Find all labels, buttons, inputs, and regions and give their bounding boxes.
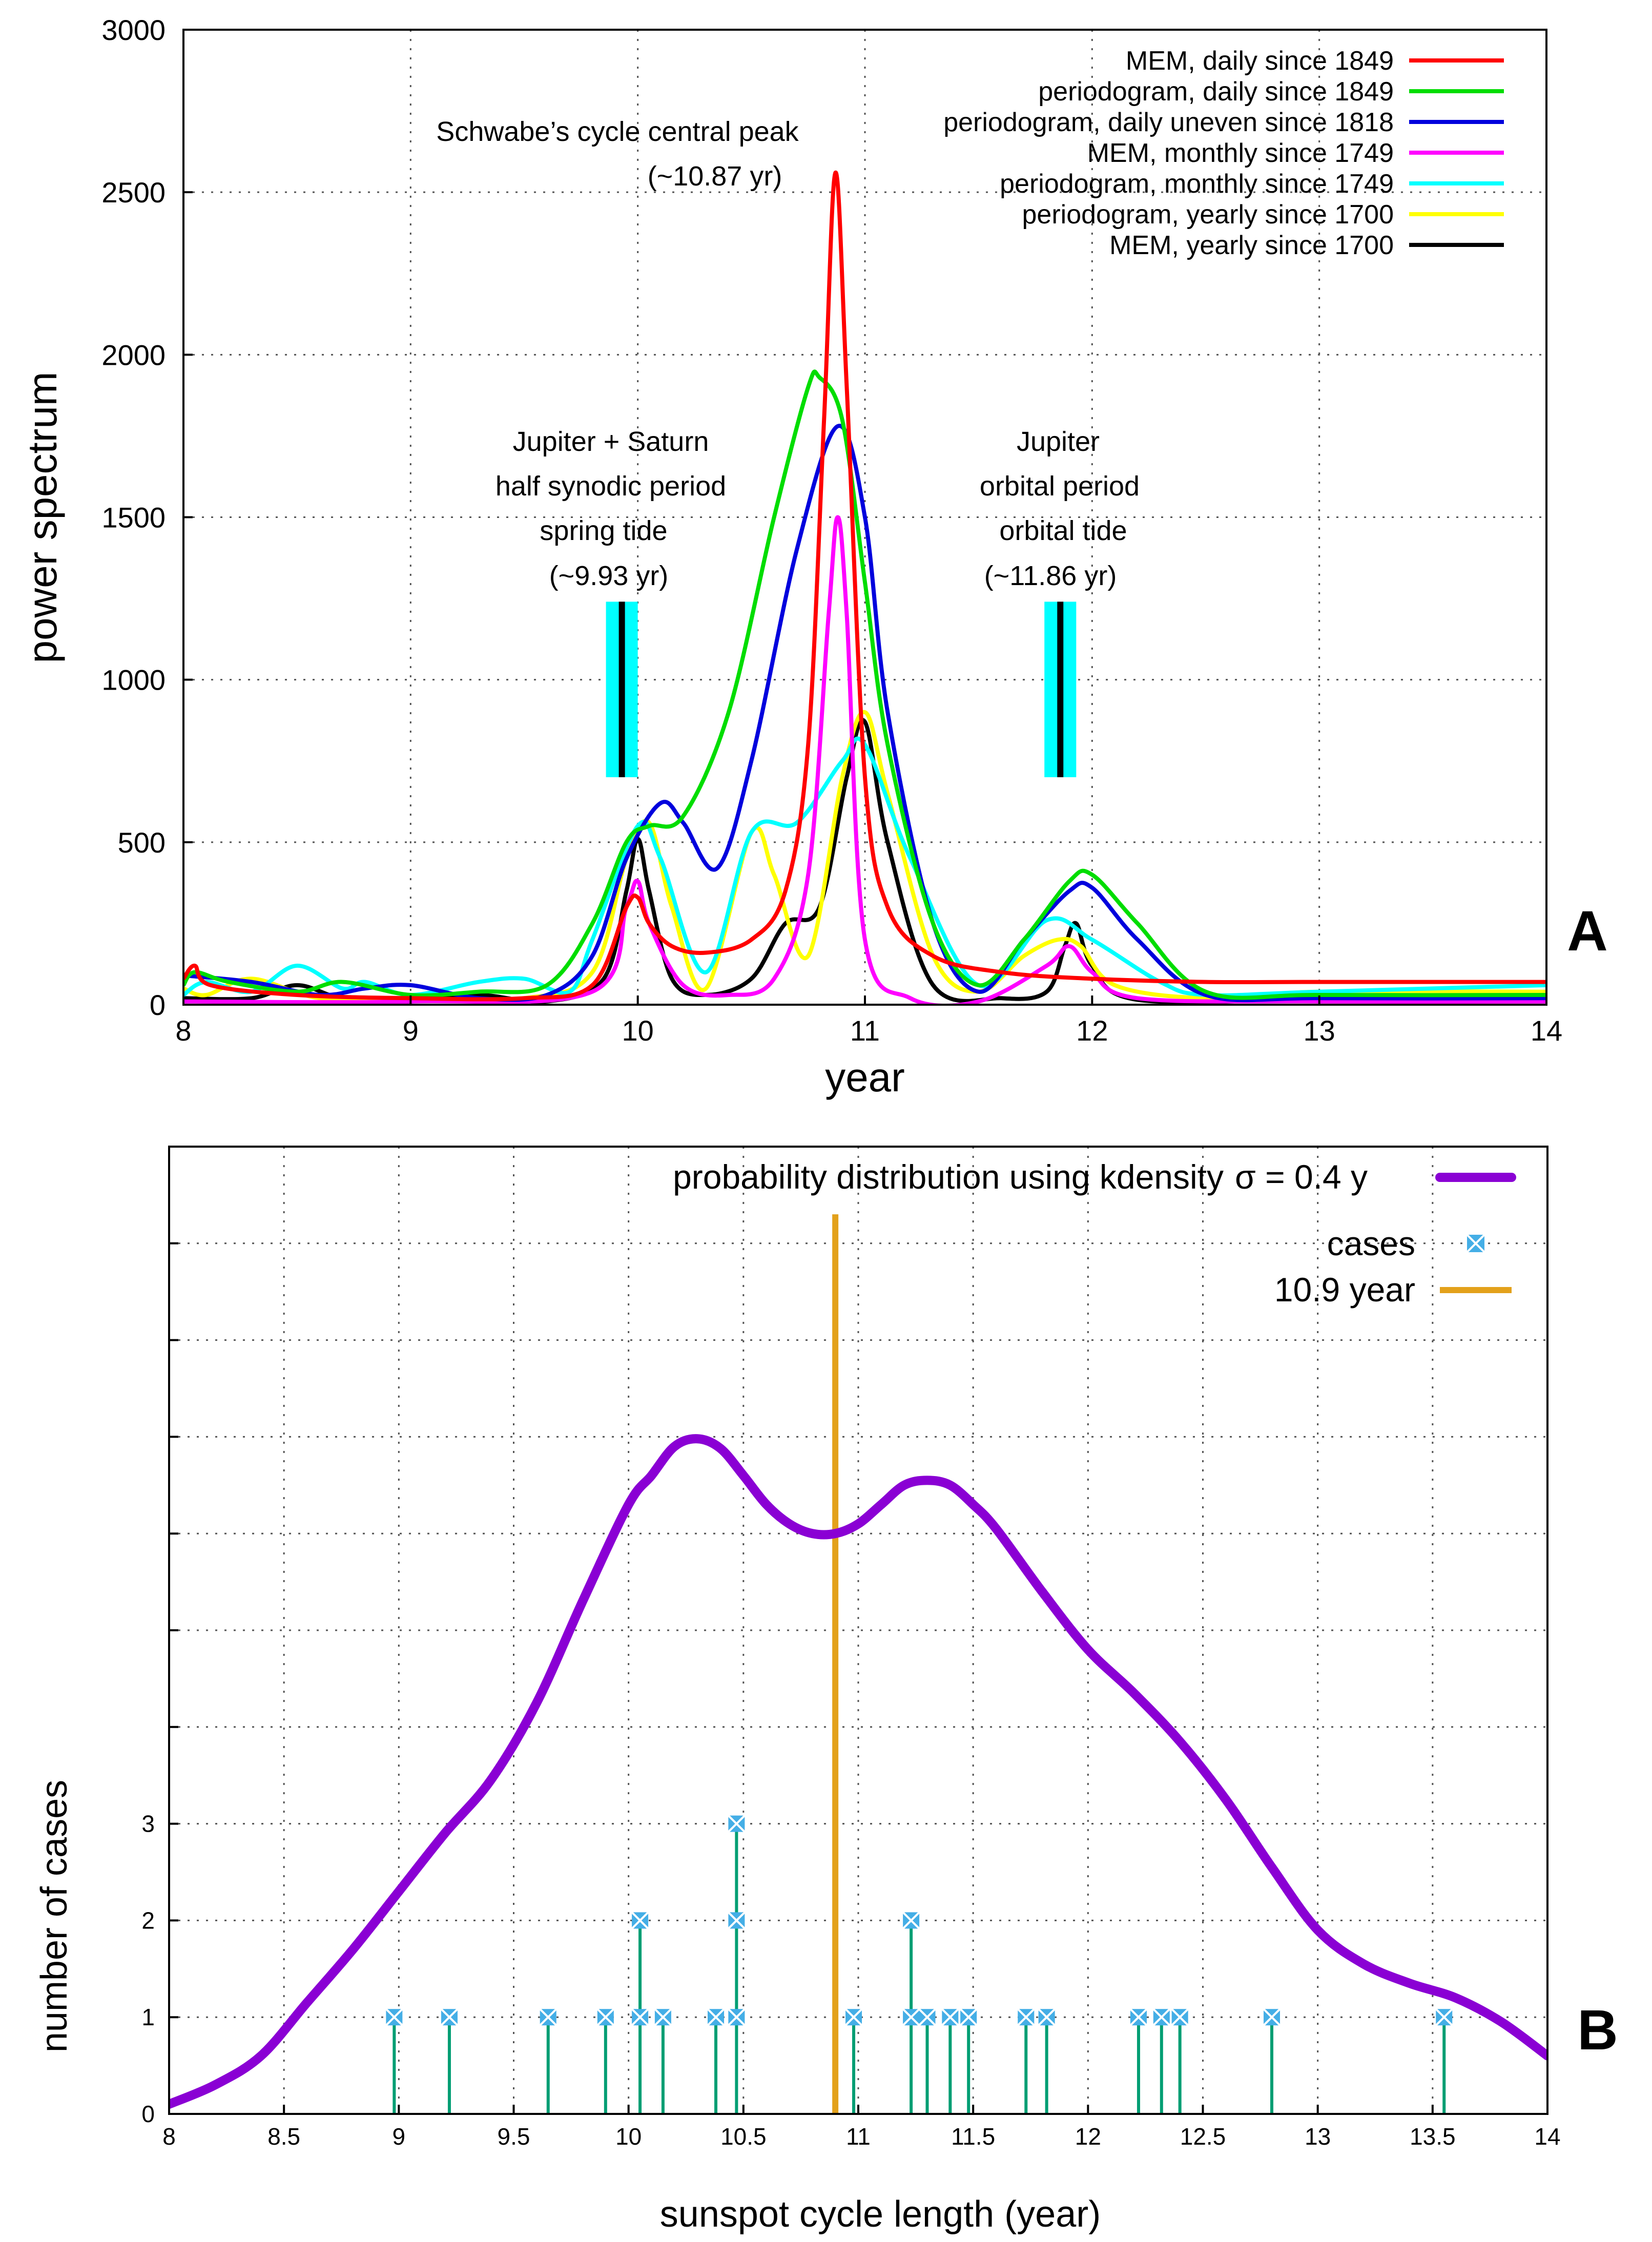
jupiter-annotation-line-1: Jupiter <box>1017 426 1100 457</box>
case-point <box>918 2008 936 2026</box>
legend-a-label-5: periodogram, yearly since 1700 <box>1022 200 1394 230</box>
saturn-annotation-line-2: half synodic period <box>495 471 726 502</box>
jupiter-annotation-line-3: orbital tide <box>999 515 1127 546</box>
panel-b-y-tick-label: 1 <box>141 2004 155 2030</box>
case-point <box>1017 2008 1035 2026</box>
panel-b-x-tick-label: 13.5 <box>1410 2123 1456 2150</box>
panel-b-x-tick-label: 10.5 <box>720 2123 767 2150</box>
legend-b-cases-swatch <box>1466 1234 1485 1253</box>
legend-b-sigma-label: σ = 0.4 y <box>1235 1158 1368 1196</box>
case-point <box>654 2008 672 2026</box>
panel-a-legend: MEM, daily since 1849 periodogram, daily… <box>943 46 1504 260</box>
panel-b-x-tick-label: 8.5 <box>267 2123 300 2150</box>
panel-b-y-tick-label: 0 <box>141 2101 155 2127</box>
panel-b-x-tick-label: 9.5 <box>498 2123 530 2150</box>
case-point <box>727 1911 746 1929</box>
panel-a-x-tick-label: 11 <box>850 1014 880 1047</box>
panel-a-y-tick-label: 1000 <box>101 664 166 696</box>
panel-a-x-tick-label: 10 <box>622 1014 654 1047</box>
panel-a-power-spectrum-chart: 8 9 10 11 12 13 14 0 500 1000 1500 2000 2500 3000 yea… <box>19 14 1608 1100</box>
panel-a-y-tick-label: 1500 <box>101 502 166 534</box>
case-point <box>596 2008 615 2026</box>
legend-a-label-3: MEM, monthly since 1749 <box>1087 138 1394 168</box>
panel-a-y-tick-label: 2000 <box>101 339 166 371</box>
case-point <box>902 2008 920 2026</box>
case-point <box>631 2008 649 2026</box>
panel-b-legend: probability distribution using kdensity … <box>673 1158 1516 1309</box>
case-point <box>1038 2008 1056 2026</box>
saturn-annotation-line-4: (~9.93 yr) <box>549 560 669 591</box>
legend-a-label-2: periodogram, daily uneven since 1818 <box>943 108 1394 137</box>
case-point <box>1263 2008 1281 2026</box>
panel-b-x-tick-label: 14 <box>1534 2123 1560 2150</box>
panel-a-y-tick-label: 2500 <box>101 176 166 209</box>
panel-b-plot-elements <box>169 1214 1547 2114</box>
panel-b-y-tick-label: 3 <box>141 1811 155 1837</box>
panel-b-x-tick-label: 13 <box>1305 2123 1331 2150</box>
legend-a-label-6: MEM, yearly since 1700 <box>1109 231 1394 260</box>
panel-a-y-axis-label: power spectrum <box>19 371 65 663</box>
case-point <box>941 2008 959 2026</box>
panel-b-x-axis-label: sunspot cycle length (year) <box>660 2194 1101 2235</box>
panel-a-x-tick-label: 9 <box>403 1014 419 1047</box>
case-point <box>727 1815 746 1833</box>
panel-b-x-tick-label: 12 <box>1075 2123 1101 2150</box>
case-point <box>707 2008 725 2026</box>
case-point <box>844 2008 863 2026</box>
case-point <box>385 2008 403 2026</box>
series-line-1 <box>183 369 1546 1000</box>
legend-a-label-4: periodogram, monthly since 1749 <box>1000 169 1394 199</box>
case-point <box>631 1911 649 1929</box>
panel-a-x-tick-label: 14 <box>1531 1014 1562 1047</box>
legend-b-vline-label: 10.9 year <box>1274 1271 1415 1309</box>
panel-a-x-axis-label: year <box>825 1054 905 1100</box>
series-line-0 <box>183 171 1546 1002</box>
case-point <box>539 2008 557 2026</box>
jupiter-annotation-line-4: (~11.86 yr) <box>984 560 1117 591</box>
panel-b-x-tick-label: 8 <box>162 2123 176 2150</box>
case-point <box>1152 2008 1171 2026</box>
panel-a-x-tick-label: 12 <box>1076 1014 1108 1047</box>
panel-a-x-tick-label: 13 <box>1304 1014 1335 1047</box>
schwabe-annotation-line-1: Schwabe’s cycle central peak <box>436 116 799 147</box>
jupiter-annotation-line-2: orbital period <box>980 471 1140 502</box>
case-point <box>727 2008 746 2026</box>
kde-curve <box>169 1434 1547 2109</box>
panel-a-y-tick-label: 3000 <box>101 14 166 46</box>
case-point <box>1129 2008 1148 2026</box>
saturn-annotation-line-1: Jupiter + Saturn <box>513 426 709 457</box>
legend-a-label-0: MEM, daily since 1849 <box>1126 46 1394 76</box>
series-line-4 <box>183 736 1546 998</box>
panel-b-x-tick-label: 11 <box>846 2123 871 2150</box>
saturn-annotation-line-3: spring tide <box>540 515 667 546</box>
panel-a-series-lines <box>183 171 1546 1005</box>
legend-a-label-1: periodogram, daily since 1849 <box>1038 77 1394 107</box>
panel-b-x-tick-label: 10 <box>615 2123 642 2150</box>
case-point <box>440 2008 459 2026</box>
panel-b-y-axis-label: number of cases <box>34 1780 75 2052</box>
panel-a-x-tick-label: 8 <box>175 1014 191 1047</box>
panel-a-y-tick-label: 500 <box>118 826 166 859</box>
case-point <box>959 2008 978 2026</box>
panel-a-y-tick-label: 0 <box>150 989 166 1021</box>
panel-b-x-tick-label: 9 <box>393 2123 406 2150</box>
case-point <box>902 1911 920 1929</box>
panel-a-letter: A <box>1567 900 1607 963</box>
panel-a-ticks: 8 9 10 11 12 13 14 0 500 1000 1500 2000 2500 3000 <box>101 14 1562 1047</box>
panel-b-x-tick-label: 11.5 <box>951 2123 995 2150</box>
panel-b-y-tick-label: 2 <box>141 1907 155 1934</box>
legend-b-cases-label: cases <box>1327 1224 1415 1262</box>
schwabe-annotation-line-2: (~10.87 yr) <box>648 161 782 192</box>
panel-b-letter: B <box>1577 1999 1618 2062</box>
legend-b-kde-label: probability distribution using kdensity <box>673 1158 1224 1196</box>
panel-a-period-markers <box>606 601 1077 777</box>
case-point <box>1435 2008 1453 2026</box>
panel-b-x-tick-label: 12.5 <box>1180 2123 1226 2150</box>
case-point <box>1171 2008 1189 2026</box>
